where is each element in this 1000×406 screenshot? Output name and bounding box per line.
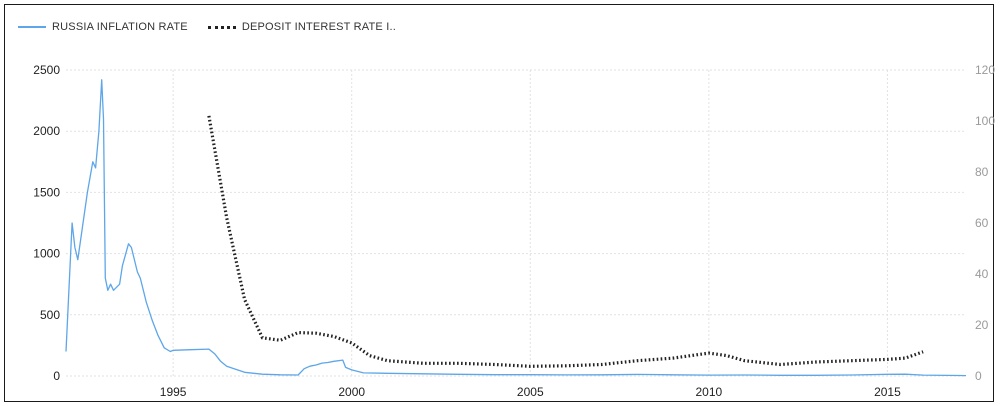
- y-right-tick-label: 80: [975, 165, 989, 179]
- legend-label-deposit: DEPOSIT INTEREST RATE I..: [241, 21, 396, 33]
- legend-swatch-solid: [18, 26, 46, 28]
- y-right-tick-label: 120: [975, 63, 995, 77]
- y-left-tick-label: 1000: [33, 247, 60, 261]
- x-tick-label: 2010: [696, 385, 723, 399]
- x-tick-label: 2005: [517, 385, 544, 399]
- right-axis-ticks: 0 20 40 60 80 100 120: [975, 63, 995, 383]
- deposit-rate-line: [207, 115, 924, 368]
- legend-item-deposit[interactable]: DEPOSIT INTEREST RATE I..: [207, 21, 396, 33]
- y-right-tick-label: 0: [975, 369, 982, 383]
- legend-label-inflation: RUSSIA INFLATION RATE: [52, 21, 188, 33]
- y-left-tick-label: 2000: [33, 124, 60, 138]
- y-left-tick-label: 1500: [33, 185, 60, 199]
- x-tick-label: 1995: [160, 385, 187, 399]
- legend-item-inflation[interactable]: RUSSIA INFLATION RATE: [18, 21, 188, 33]
- y-left-tick-label: 500: [40, 308, 60, 322]
- y-left-tick-label: 0: [53, 369, 60, 383]
- y-right-tick-label: 20: [975, 318, 989, 332]
- y-right-tick-label: 60: [975, 216, 989, 230]
- y-left-tick-label: 2500: [33, 63, 60, 77]
- legend-swatch-dotted: [207, 25, 236, 29]
- y-right-tick-label: 100: [975, 114, 995, 128]
- x-tick-label: 2015: [874, 385, 901, 399]
- chart-legend: RUSSIA INFLATION RATE DEPOSIT INTEREST R…: [18, 18, 416, 36]
- inflation-rate-line: [65, 79, 967, 377]
- left-axis-ticks: 0 500 1000 1500 2000 2500: [33, 63, 60, 383]
- x-axis-ticks: 1995 2000 2005 2010 2015: [160, 385, 901, 399]
- series-lines: [65, 79, 967, 377]
- grid-lines: [66, 69, 966, 377]
- x-tick-label: 2000: [338, 385, 365, 399]
- y-right-tick-label: 40: [975, 267, 989, 281]
